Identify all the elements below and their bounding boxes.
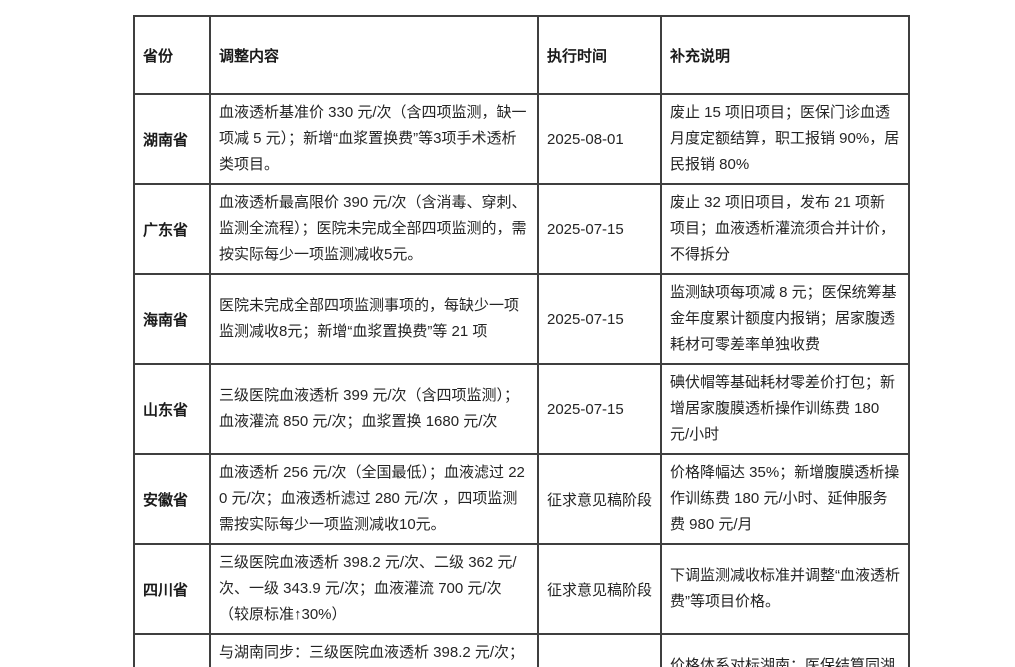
cell-notes: 废止 15 项旧项目；医保门诊血透月度定额结算，职工报销 90%，居民报销 80… xyxy=(660,93,910,185)
cell-content: 血液透析最高限价 390 元/次（含消毒、穿刺、监测全流程）；医院未完成全部四项… xyxy=(209,183,539,275)
cell-time: 征求意见稿阶段 xyxy=(537,453,662,545)
cell-province: 湖南省 xyxy=(133,93,211,185)
cell-notes: 价格降幅达 35%；新增腹膜透析操作训练费 180 元/小时、延伸服务费 980… xyxy=(660,453,910,545)
table-row: 广东省 血液透析最高限价 390 元/次（含消毒、穿刺、监测全流程）；医院未完成… xyxy=(133,183,910,275)
header-cell-content: 调整内容 xyxy=(209,15,539,95)
dialysis-price-table-wrap: 省份 调整内容 执行时间 补充说明 湖南省 血液透析基准价 330 元/次（含四… xyxy=(133,15,910,667)
cell-province: 重庆市 xyxy=(133,633,211,667)
table-row: 海南省 医院未完成全部四项监测事项的，每缺少一项监测减收8元；新增“血浆置换费”… xyxy=(133,273,910,365)
table-row: 安徽省 血液透析 256 元/次（全国最低）；血液滤过 220 元/次；血液透析… xyxy=(133,453,910,545)
cell-time: 征求意见稿阶段 xyxy=(537,543,662,635)
cell-province: 广东省 xyxy=(133,183,211,275)
cell-time: 2025-07-15 xyxy=(537,363,662,455)
cell-notes: 废止 32 项旧项目，发布 21 项新项目；血液透析灌流须合并计价，不得拆分 xyxy=(660,183,910,275)
dialysis-price-table: 省份 调整内容 执行时间 补充说明 湖南省 血液透析基准价 330 元/次（含四… xyxy=(133,15,910,667)
header-row: 省份 调整内容 执行时间 补充说明 xyxy=(133,15,910,95)
cell-province: 安徽省 xyxy=(133,453,211,545)
cell-time: 2025-08-01 xyxy=(537,93,662,185)
cell-content: 血液透析 256 元/次（全国最低）；血液滤过 220 元/次；血液透析滤过 2… xyxy=(209,453,539,545)
cell-province: 四川省 xyxy=(133,543,211,635)
table-row: 重庆市 与湖南同步：三级医院血液透析 398.2 元/次；医院未完成全部四项监测… xyxy=(133,633,910,667)
cell-content: 三级医院血液透析 399 元/次（含四项监测）；血液灌流 850 元/次；血浆置… xyxy=(209,363,539,455)
table-row: 山东省 三级医院血液透析 399 元/次（含四项监测）；血液灌流 850 元/次… xyxy=(133,363,910,455)
cell-notes: 监测缺项每项减 8 元；医保统筹基金年度累计额度内报销；居家腹透耗材可零差率单独… xyxy=(660,273,910,365)
cell-province: 山东省 xyxy=(133,363,211,455)
header-cell-time: 执行时间 xyxy=(537,15,662,95)
cell-content: 医院未完成全部四项监测事项的，每缺少一项监测减收8元；新增“血浆置换费”等 21… xyxy=(209,273,539,365)
cell-time: 2025-07-15 xyxy=(537,183,662,275)
cell-notes: 下调监测减收标准并调整“血液透析费”等项目价格。 xyxy=(660,543,910,635)
cell-time: 2025-08-01 xyxy=(537,633,662,667)
cell-content: 血液透析基准价 330 元/次（含四项监测，缺一项减 5 元）；新增“血浆置换费… xyxy=(209,93,539,185)
header-cell-province: 省份 xyxy=(133,15,211,95)
table-row: 四川省 三级医院血液透析 398.2 元/次、二级 362 元/次、一级 343… xyxy=(133,543,910,635)
cell-notes: 价格体系对标湖南；医保结算同湖南模式 xyxy=(660,633,910,667)
cell-time: 2025-07-15 xyxy=(537,273,662,365)
cell-province: 海南省 xyxy=(133,273,211,365)
table-row: 湖南省 血液透析基准价 330 元/次（含四项监测，缺一项减 5 元）；新增“血… xyxy=(133,93,910,185)
cell-content: 与湖南同步：三级医院血液透析 398.2 元/次；医院未完成全部四项监测的，需按… xyxy=(209,633,539,667)
header-cell-notes: 补充说明 xyxy=(660,15,910,95)
cell-notes: 碘伏帽等基础耗材零差价打包；新增居家腹膜透析操作训练费 180 元/小时 xyxy=(660,363,910,455)
cell-content: 三级医院血液透析 398.2 元/次、二级 362 元/次、一级 343.9 元… xyxy=(209,543,539,635)
